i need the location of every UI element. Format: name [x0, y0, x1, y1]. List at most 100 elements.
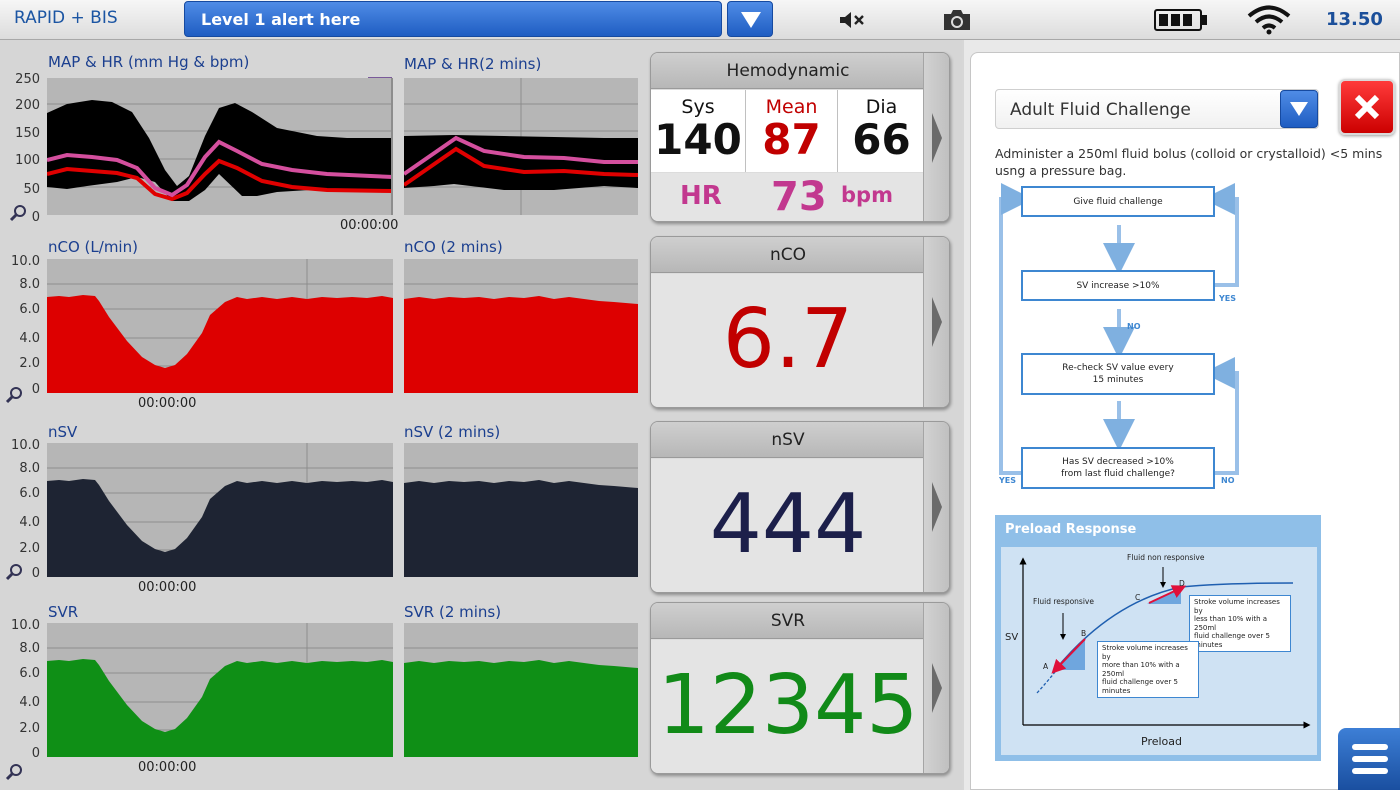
y-tick: 0 — [31, 382, 40, 397]
zoom-icon[interactable] — [5, 563, 23, 581]
dia-label: Dia — [865, 96, 898, 118]
clock-time: 13.50 — [1326, 9, 1383, 30]
waveform-panel: MAP & HR (mm Hg & bpm) MAP & HR(2 mins) … — [0, 40, 962, 790]
nco-value: 6.7 — [722, 292, 854, 387]
nsv-2min-waveform — [404, 480, 638, 577]
wifi-icon — [1247, 5, 1291, 35]
hr-value: 73 — [771, 174, 827, 220]
chevron-right-icon — [932, 113, 942, 163]
svr-chart-title: SVR — [48, 603, 79, 621]
svr-card[interactable]: SVR 12345 — [650, 602, 950, 774]
flow-label-no: NO — [1127, 322, 1141, 331]
hr-2min-trace — [404, 135, 638, 176]
flow-step-sv-decreased: Has SV decreased >10% from last fluid ch… — [1021, 447, 1215, 489]
nco-card-title: nCO — [651, 237, 925, 273]
svr-card-body: 12345 — [651, 640, 925, 773]
map-hr-chart-title: MAP & HR (mm Hg & bpm) — [48, 53, 250, 71]
mute-icon[interactable] — [838, 10, 866, 30]
protocol-select-button[interactable] — [1280, 90, 1318, 128]
curve-point-label: B — [1081, 629, 1087, 638]
top-bar: RAPID + BIS Level 1 alert here 13.50 — [0, 0, 1400, 40]
nco-expand-tab[interactable] — [923, 237, 949, 407]
preload-response-title: Preload Response — [1005, 522, 1137, 537]
fluid-non-responsive-label: Fluid non responsive — [1127, 553, 1205, 562]
protocol-select[interactable]: Adult Fluid Challenge — [995, 89, 1319, 129]
sys-cell: Sys 140 — [651, 90, 746, 172]
battery-icon — [1154, 9, 1207, 31]
camera-icon[interactable] — [941, 8, 973, 32]
chevron-down-icon — [741, 12, 761, 28]
svr-value: 12345 — [657, 658, 919, 753]
zoom-icon[interactable] — [5, 386, 23, 404]
nsv-plot[interactable] — [47, 443, 638, 577]
mean-label: Mean — [765, 96, 818, 118]
alert-banner[interactable]: Level 1 alert here — [184, 1, 722, 37]
y-tick: 100 — [15, 153, 40, 168]
zoom-icon[interactable] — [9, 204, 27, 222]
non-responsive-note: Stroke volume increases by less than 10%… — [1189, 595, 1291, 652]
responsive-note-line: Stroke volume increases by — [1102, 644, 1188, 661]
preload-curve-svg — [1019, 557, 1311, 729]
nsv-card[interactable]: nSV 444 — [650, 421, 950, 593]
close-icon — [1354, 94, 1380, 120]
y-tick: 0 — [31, 746, 40, 761]
curve-point-label: C — [1135, 593, 1141, 602]
y-tick: 2.0 — [19, 541, 40, 556]
chevron-right-icon — [932, 297, 942, 347]
nsv-value: 444 — [709, 477, 867, 572]
y-tick: 6.0 — [19, 302, 40, 317]
map-hr-plot[interactable] — [47, 78, 393, 215]
svr-2min-waveform — [404, 660, 638, 757]
nco-card[interactable]: nCO 6.7 — [650, 236, 950, 408]
dia-value: 66 — [852, 115, 911, 164]
svr-2min-chart-title: SVR (2 mins) — [404, 603, 502, 621]
map-hr-2min-envelope — [404, 135, 638, 190]
curve-point-label: A — [1043, 662, 1049, 671]
flow-step-sv-decreased-line1: Has SV decreased >10% — [1062, 457, 1174, 467]
hr-row: HR 73 bpm — [651, 173, 925, 221]
flow-step-sv-increase: SV increase >10% — [1021, 270, 1215, 301]
y-tick: 200 — [15, 98, 40, 113]
flow-step-recheck-line1: Re-check SV value every — [1062, 363, 1174, 373]
y-tick: 2.0 — [19, 721, 40, 736]
hr-unit: bpm — [841, 183, 893, 207]
non-responsive-note-line: less than 10% with a 250ml — [1194, 615, 1268, 632]
nco-2min-waveform — [404, 296, 638, 393]
map-hr-2min-chart-title: MAP & HR(2 mins) — [404, 55, 542, 73]
svr-expand-tab[interactable] — [923, 603, 949, 773]
chevron-down-icon — [1290, 102, 1308, 116]
nsv-expand-tab[interactable] — [923, 422, 949, 592]
y-tick: 150 — [15, 126, 40, 141]
hamburger-menu-icon — [1352, 744, 1388, 774]
flow-label-no: NO — [1221, 476, 1235, 485]
y-tick: 2.0 — [19, 356, 40, 371]
y-tick: 8.0 — [19, 277, 40, 292]
zoom-icon[interactable] — [5, 763, 23, 781]
mean-value: 87 — [762, 115, 821, 164]
flow-step-recheck-line2: 15 minutes — [1092, 375, 1144, 385]
chevron-right-icon — [932, 663, 942, 713]
preload-plot-area: SV Preload Fluid non responsive Fluid re… — [1001, 547, 1317, 755]
map-hr-timecode: 00:00:00 — [340, 218, 399, 233]
y-tick: 10.0 — [11, 618, 40, 633]
alert-dropdown-button[interactable] — [727, 1, 773, 37]
map-hr-envelope — [47, 100, 393, 201]
close-protocol-button[interactable] — [1339, 79, 1395, 135]
protocol-card: Adult Fluid Challenge Administer a 250ml… — [970, 52, 1400, 790]
sys-value: 140 — [654, 115, 742, 164]
nsv-2min-chart-title: nSV (2 mins) — [404, 423, 501, 441]
nco-plot[interactable] — [47, 259, 638, 393]
hemodynamic-expand-tab[interactable] — [923, 53, 949, 221]
hemodynamic-card[interactable]: Hemodynamic Sys 140 Mean 87 Dia 66 HR 73… — [650, 52, 950, 222]
hr-label: HR — [680, 181, 722, 211]
nco-timecode: 00:00:00 — [138, 396, 197, 411]
y-tick: 0 — [31, 210, 40, 225]
menu-button[interactable] — [1338, 728, 1400, 790]
map-hr-2min-plot[interactable] — [404, 78, 638, 215]
svr-plot[interactable] — [47, 623, 638, 757]
map-2min-trace — [404, 146, 638, 187]
flow-label-yes: YES — [1219, 294, 1237, 303]
flow-step-sv-decreased-line2: from last fluid challenge? — [1061, 469, 1175, 479]
svr-card-title: SVR — [651, 603, 925, 639]
nsv-card-title: nSV — [651, 422, 925, 458]
